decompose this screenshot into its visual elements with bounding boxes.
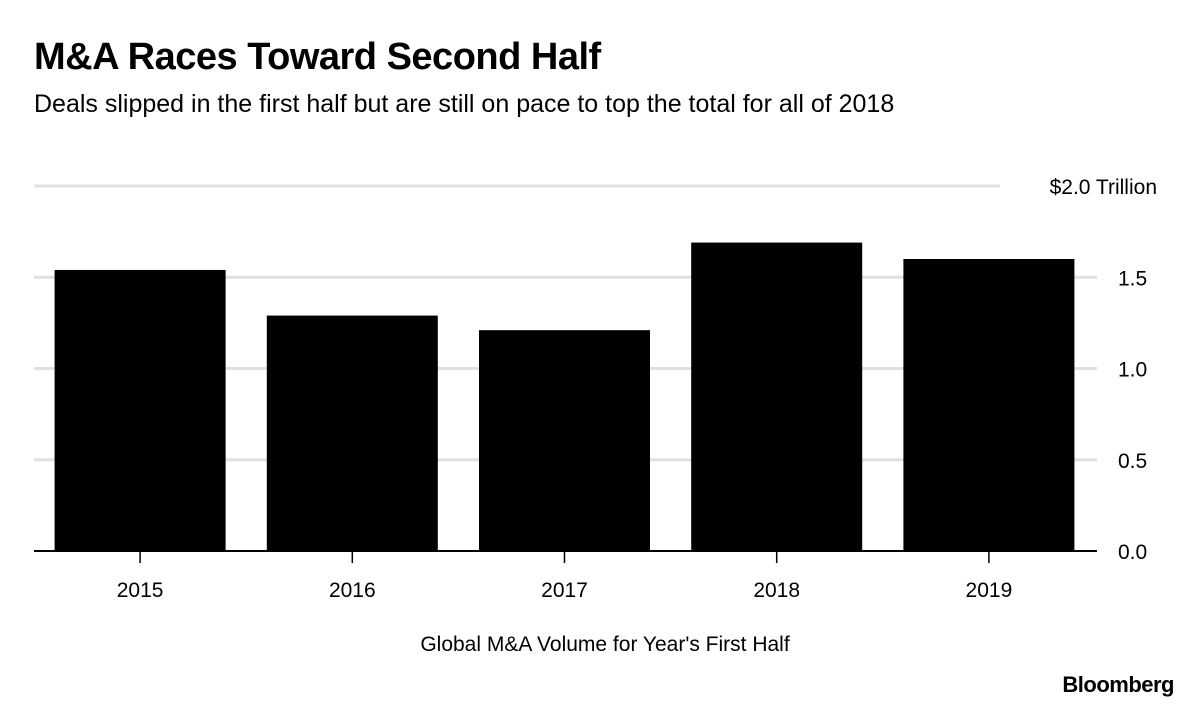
y-tick-label: 1.5	[1118, 267, 1147, 290]
bar-2015	[54, 269, 226, 551]
x-tick-label: 2015	[117, 579, 164, 602]
bar-2018	[691, 242, 863, 551]
bar-2016	[266, 315, 438, 551]
x-tick-label: 2018	[753, 579, 800, 602]
bar-2019	[903, 259, 1075, 551]
chart-title: M&A Races Toward Second Half	[34, 36, 601, 78]
y-tick-label: 0.5	[1118, 450, 1147, 473]
chart-subtitle: Deals slipped in the first half but are …	[34, 90, 895, 118]
x-axis	[34, 550, 1097, 563]
bars	[54, 242, 1075, 551]
x-tick-labels: 2015 2016 2017 2018 2019	[117, 579, 1013, 602]
bloomberg-logo: Bloomberg	[1062, 672, 1174, 697]
x-tick-label: 2017	[541, 579, 588, 602]
bar-2017	[479, 330, 650, 551]
x-axis-title: Global M&A Volume for Year's First Half	[420, 633, 790, 656]
y-tick-label: 1.0	[1118, 359, 1147, 382]
y-tick-label: 0.0	[1118, 541, 1147, 564]
x-tick-label: 2016	[329, 579, 376, 602]
x-tick-label: 2019	[966, 579, 1013, 602]
y-tick-labels: 0.0 0.5 1.0 1.5 $2.0 Trillion	[1050, 176, 1157, 564]
y-tick-label: $2.0 Trillion	[1050, 176, 1157, 199]
